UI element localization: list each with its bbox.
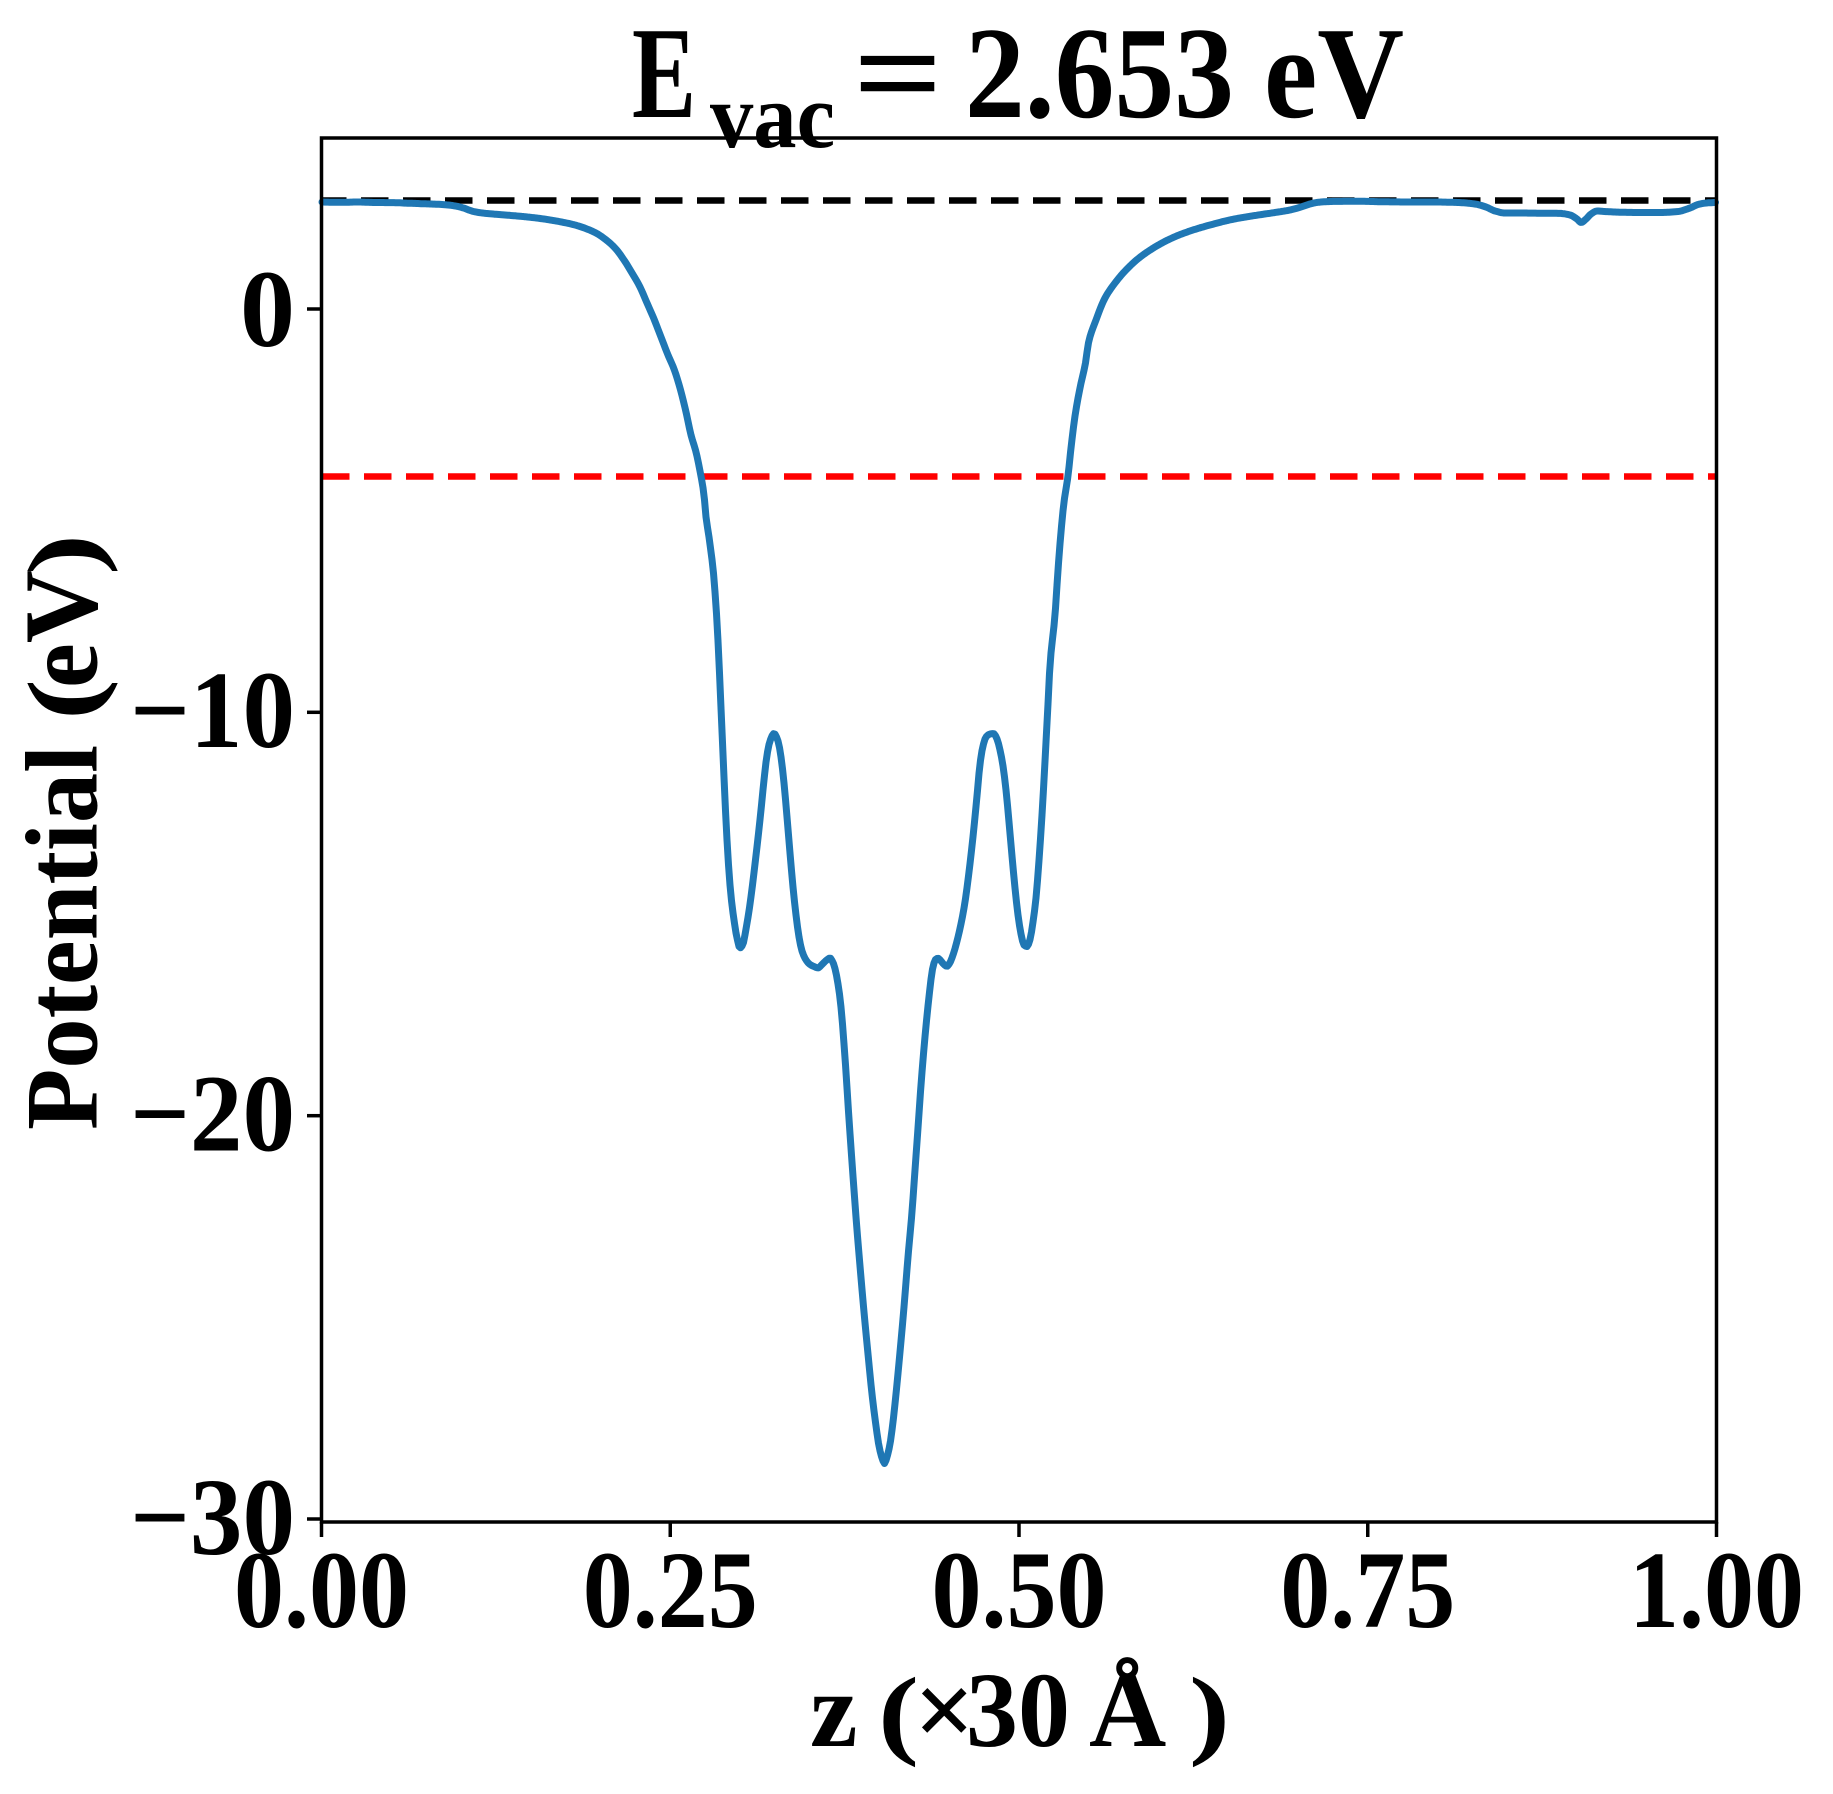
svg-text:=: = (853, 1, 943, 146)
svg-text:−20: −20 (130, 1053, 295, 1175)
svg-text:E: E (632, 1, 696, 146)
svg-text:(: ( (8, 679, 119, 720)
svg-text:Potential: Potential (6, 745, 120, 1130)
svg-text:vac: vac (710, 65, 835, 167)
svg-text:0.50: 0.50 (932, 1529, 1107, 1651)
svg-text:1.00: 1.00 (1629, 1529, 1804, 1651)
svg-text:0.00: 0.00 (234, 1529, 409, 1651)
svg-text:30: 30 (966, 1652, 1070, 1770)
svg-text:eV: eV (3, 570, 120, 688)
svg-text:−10: −10 (130, 649, 295, 771)
svg-text:(: ( (878, 1657, 919, 1768)
svg-text:0.75: 0.75 (1280, 1529, 1455, 1651)
svg-text:): ) (8, 534, 119, 575)
svg-text:eV: eV (1264, 1, 1404, 146)
svg-text:): ) (1189, 1657, 1230, 1768)
svg-text:Å: Å (1089, 1652, 1166, 1770)
svg-text:−30: −30 (130, 1456, 295, 1578)
svg-text:2.653: 2.653 (965, 1, 1234, 146)
svg-text:×: × (914, 1652, 975, 1770)
svg-text:0: 0 (240, 248, 295, 370)
svg-text:0.25: 0.25 (583, 1529, 758, 1651)
svg-text:z: z (810, 1652, 858, 1770)
